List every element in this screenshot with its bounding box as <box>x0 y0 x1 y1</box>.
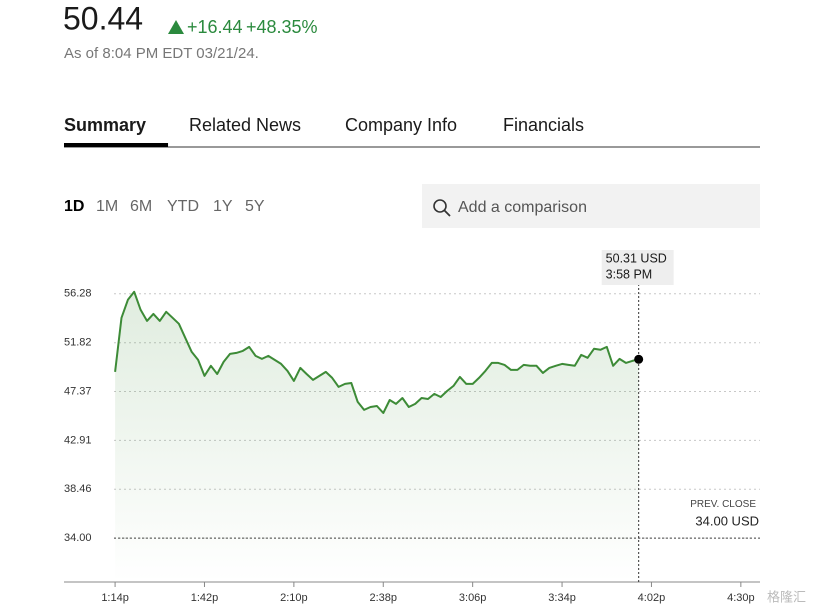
y-tick-label: 51.82 <box>64 337 92 349</box>
range-button[interactable]: 6M <box>130 198 152 215</box>
range-button[interactable]: 1Y <box>213 198 233 215</box>
x-tick-label: 4:02p <box>638 592 666 604</box>
change-pct: +48.35% <box>246 17 318 37</box>
y-tick-label: 47.37 <box>64 385 92 397</box>
y-tick-label: 34.00 <box>64 532 92 544</box>
range-button[interactable]: 1M <box>96 198 118 215</box>
price-line <box>114 290 639 414</box>
x-tick-label: 1:14p <box>101 592 129 604</box>
prev-close-label: PREV. CLOSE <box>690 499 756 510</box>
tab[interactable]: Related News <box>189 115 301 135</box>
y-tick-label: 42.91 <box>64 434 92 446</box>
search-icon-handle <box>443 209 451 217</box>
price: 50.44 <box>63 0 143 36</box>
search-placeholder[interactable]: Add a comparison <box>458 199 587 216</box>
search-box[interactable] <box>422 184 760 228</box>
range-button[interactable]: 1D <box>64 198 84 215</box>
area <box>115 291 639 582</box>
tooltip-value: 50.31 USD <box>606 251 667 265</box>
range-button[interactable]: 5Y <box>245 198 265 215</box>
search-icon <box>433 199 447 213</box>
tab[interactable]: Company Info <box>345 115 457 135</box>
watermark: 格隆汇 <box>767 589 806 604</box>
up-arrow <box>168 20 184 34</box>
x-tick-label: 2:10p <box>280 592 308 604</box>
tooltip-time: 3:58 PM <box>606 267 653 281</box>
x-tick-label: 1:42p <box>191 592 219 604</box>
tooltip-box <box>601 250 674 285</box>
x-tick-label: 3:06p <box>459 592 487 604</box>
x-tick-label: 2:38p <box>370 592 398 604</box>
x-tick-label: 4:30p <box>727 592 755 604</box>
hover-dot <box>634 354 644 364</box>
change: +16.44 <box>187 17 243 37</box>
prev-close-value: 34.00 USD <box>695 514 759 529</box>
as-of: As of 8:04 PM EDT 03/21/24. <box>64 45 259 62</box>
range-button[interactable]: YTD <box>167 198 199 215</box>
tab-underline <box>64 143 169 147</box>
y-tick-label: 38.46 <box>64 483 92 495</box>
tab[interactable]: Financials <box>503 115 584 135</box>
tab[interactable]: Summary <box>64 115 146 135</box>
x-tick-label: 3:34p <box>548 592 576 604</box>
y-tick-label: 56.28 <box>64 288 92 300</box>
